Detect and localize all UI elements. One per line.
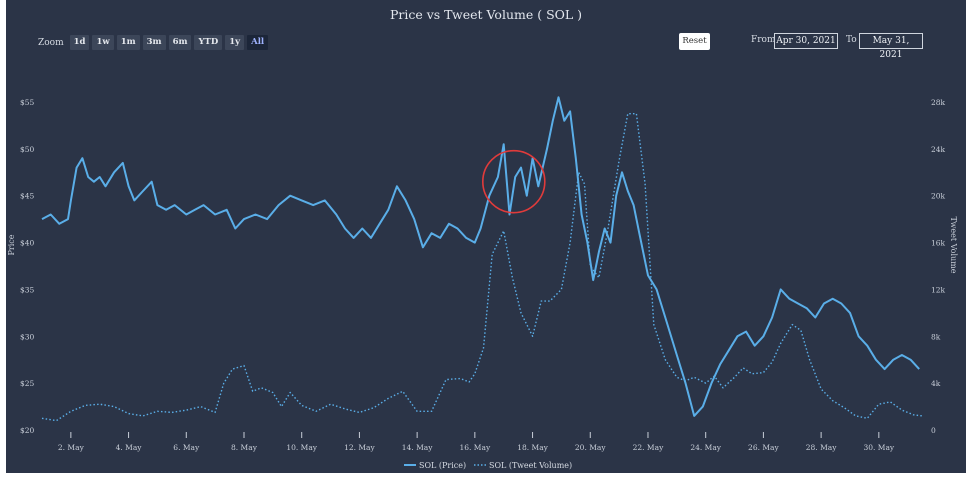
y-right-tick-label: 16k (931, 239, 946, 248)
y-left-tick-label: $25 (20, 379, 35, 388)
x-tick-label: 6. May (173, 443, 200, 452)
y-right-axis-title: Tweet Volume (949, 216, 958, 273)
y-left-tick-label: $20 (20, 426, 35, 435)
y-left-tick-label: $35 (20, 285, 35, 294)
reset-zoom-button[interactable]: Reset (679, 33, 710, 50)
x-tick-label: 10. May (286, 443, 317, 452)
y-right-tick-label: 20k (931, 192, 946, 201)
from-label: From (751, 35, 776, 45)
from-date-input[interactable]: Apr 30, 2021 (774, 33, 838, 49)
chart-panel: Price vs Tweet Volume ( SOL ) (6, 0, 966, 473)
chart-title: Price vs Tweet Volume ( SOL ) (389, 7, 583, 22)
zoom-label: Zoom (38, 37, 64, 48)
y-left-axis-title: Price (7, 234, 16, 255)
y-left-tick-label: $30 (20, 332, 35, 341)
x-tick-label: 4. May (116, 443, 143, 452)
to-date-input[interactable]: May 31, 2021 (859, 33, 923, 60)
y-left-tick-label: $50 (20, 145, 35, 154)
annotation-circle (481, 149, 546, 214)
y-right-tick-label: 28k (931, 98, 946, 107)
zoom-1y-button[interactable]: 1y (225, 35, 245, 50)
zoom-1m-button[interactable]: 1m (116, 35, 140, 50)
y-left-tick-label: $40 (20, 239, 35, 248)
x-tick-label: 2. May (58, 443, 85, 452)
x-tick-label: 22. May (633, 443, 664, 452)
x-tick-label: 28. May (806, 443, 837, 452)
zoom-6m-button[interactable]: 6m (168, 35, 192, 50)
y-right-tick-label: 8k (931, 332, 941, 341)
x-tick-label: 20. May (575, 443, 606, 452)
to-label: To (846, 35, 857, 45)
x-tick-label: 30. May (863, 443, 894, 452)
zoom-1d-button[interactable]: 1d (69, 35, 90, 50)
y-right-tick-label: 12k (931, 285, 946, 294)
tweet-volume-series-line (41, 113, 923, 422)
x-tick-label: 12. May (344, 443, 375, 452)
x-tick-label: 18. May (517, 443, 548, 452)
x-tick-label: 16. May (459, 443, 490, 452)
x-tick-label: 8. May (231, 443, 258, 452)
legend-volume-label: SOL (Tweet Volume) (489, 461, 572, 470)
y-left-tick-label: $55 (20, 98, 35, 107)
y-right-tick-label: 24k (931, 145, 946, 154)
zoom-ytd-button[interactable]: YTD (194, 35, 223, 50)
y-left-tick-label: $45 (20, 192, 35, 201)
y-right-tick-label: 0 (931, 426, 936, 435)
x-tick-label: 24. May (690, 443, 721, 452)
legend-price-label: SOL (Price) (419, 461, 466, 470)
zoom-3m-button[interactable]: 3m (142, 35, 166, 50)
zoom-all-button[interactable]: All (247, 35, 269, 50)
x-tick-label: 14. May (402, 443, 433, 452)
price-series-line (41, 96, 920, 417)
y-right-tick-label: 4k (931, 379, 941, 388)
x-tick-label: 26. May (748, 443, 779, 452)
zoom-selector: Zoom 1d 1w 1m 3m 6m YTD 1y All (38, 35, 269, 50)
zoom-1w-button[interactable]: 1w (92, 35, 114, 50)
